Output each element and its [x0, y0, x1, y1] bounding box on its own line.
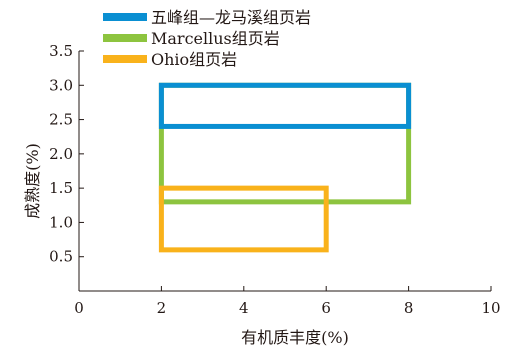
- y-tick-label: 2.0: [49, 145, 73, 163]
- range-boxes: [158, 82, 412, 253]
- x-tick-label: 4: [239, 299, 249, 317]
- legend-label-1: Marcellus组页岩: [151, 29, 280, 48]
- axes: [78, 51, 491, 292]
- y-axis-title: 成熟度(%): [23, 143, 42, 219]
- range-box-2: [158, 185, 329, 253]
- y-ticks: 0.5 1.0 1.5 2.0 2.5 3.0 3.5: [49, 42, 84, 266]
- y-tick-label: 2.5: [49, 111, 73, 129]
- y-tick-label: 1.5: [49, 179, 73, 197]
- legend-swatch-1: [103, 34, 147, 42]
- x-tick-label: 8: [404, 299, 414, 317]
- range-box-0: [158, 82, 412, 129]
- legend-swatch-2: [103, 55, 147, 63]
- legend: 五峰组—龙马溪组页岩 Marcellus组页岩 Ohio组页岩: [103, 8, 311, 69]
- legend-swatch-0: [103, 13, 147, 21]
- range-box-1: [158, 82, 412, 205]
- legend-label-2: Ohio组页岩: [151, 50, 237, 69]
- x-axis-title: 有机质丰度(%): [241, 328, 349, 347]
- y-tick-label: 3.5: [49, 42, 73, 60]
- x-tick-label: 0: [74, 299, 84, 317]
- legend-label-0: 五峰组—龙马溪组页岩: [151, 8, 311, 27]
- x-tick-label: 2: [157, 299, 167, 317]
- x-tick-label: 6: [321, 299, 331, 317]
- x-ticks: 0 2 4 6 8 10: [74, 286, 501, 317]
- y-tick-label: 0.5: [49, 248, 73, 266]
- x-tick-label: 10: [481, 299, 500, 317]
- y-tick-label: 3.0: [49, 76, 73, 94]
- y-tick-label: 1.0: [49, 213, 73, 231]
